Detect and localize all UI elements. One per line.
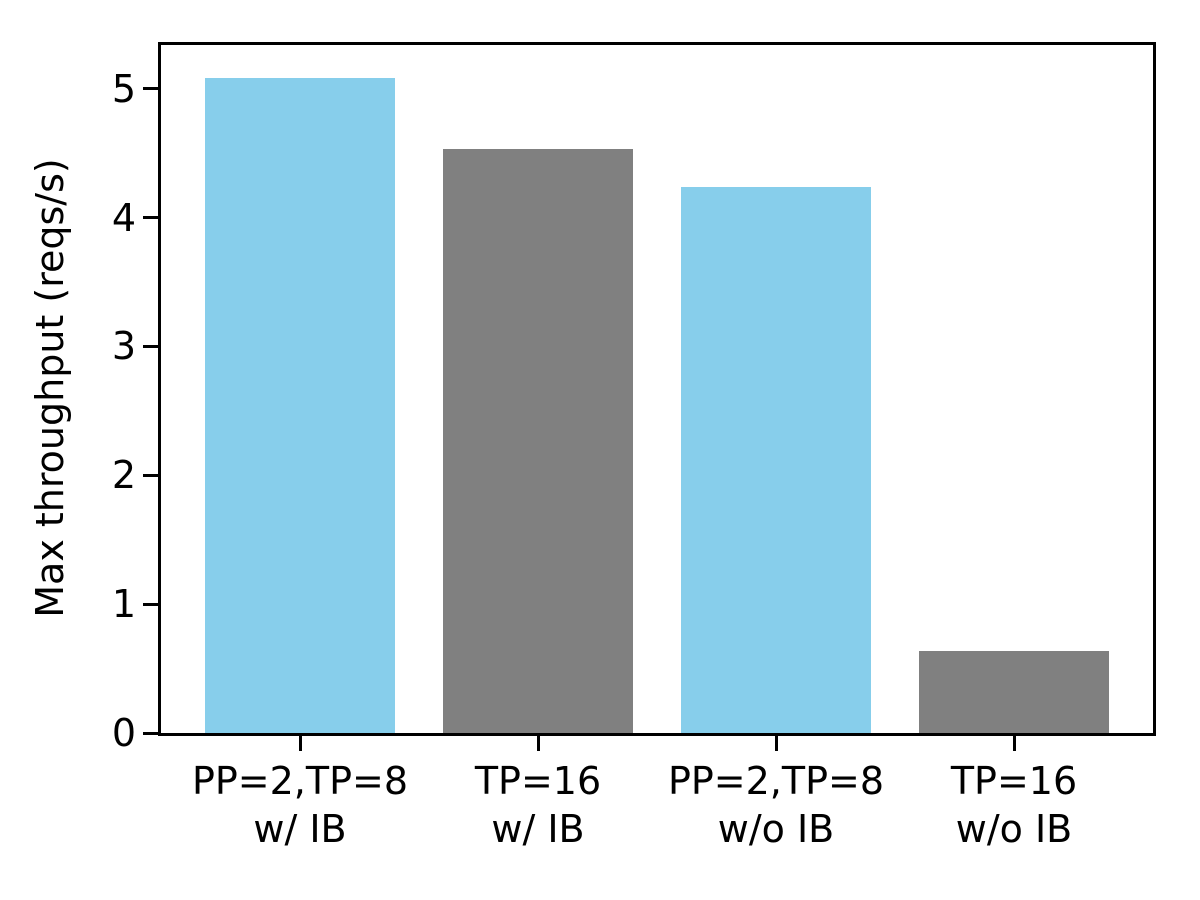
x-tick-mark-2 [774, 736, 778, 751]
x-tick-label-line: TP=16 [950, 759, 1078, 803]
x-tick-label-line: w/o IB [717, 807, 835, 851]
plot-area [158, 42, 1156, 736]
bar-0 [205, 78, 395, 733]
x-tick-label-1: TP=16 w/ IB [398, 757, 678, 853]
bar-1 [443, 149, 633, 733]
y-tick-label-2: 2 [111, 453, 136, 498]
y-tick-label-5: 5 [111, 66, 136, 111]
x-tick-label-line: PP=2,TP=8 [191, 759, 409, 803]
x-tick-label-line: w/o IB [955, 807, 1073, 851]
x-tick-mark-0 [298, 736, 302, 751]
x-tick-label-line: w/ IB [253, 807, 347, 851]
x-tick-label-line: w/ IB [491, 807, 585, 851]
x-tick-label-2: PP=2,TP=8 w/o IB [636, 757, 916, 853]
y-tick-label-0: 0 [111, 711, 136, 755]
y-tick-mark-0 [143, 731, 158, 735]
y-tick-mark-5 [143, 87, 158, 91]
y-tick-mark-4 [143, 216, 158, 220]
y-tick-label-1: 1 [111, 582, 136, 627]
bar-2 [681, 187, 871, 733]
x-tick-label-3: TP=16 w/o IB [874, 757, 1154, 853]
y-tick-mark-3 [143, 344, 158, 348]
y-tick-label-3: 3 [111, 324, 136, 369]
bar-3 [919, 651, 1109, 733]
y-tick-mark-2 [143, 473, 158, 477]
x-tick-label-line: TP=16 [474, 759, 602, 803]
x-tick-label-0: PP=2,TP=8 w/ IB [160, 757, 440, 853]
y-tick-label-4: 4 [111, 195, 136, 240]
x-tick-label-line: PP=2,TP=8 [667, 759, 885, 803]
x-tick-mark-3 [1012, 736, 1016, 751]
y-tick-mark-1 [143, 602, 158, 606]
x-tick-mark-1 [536, 736, 540, 751]
